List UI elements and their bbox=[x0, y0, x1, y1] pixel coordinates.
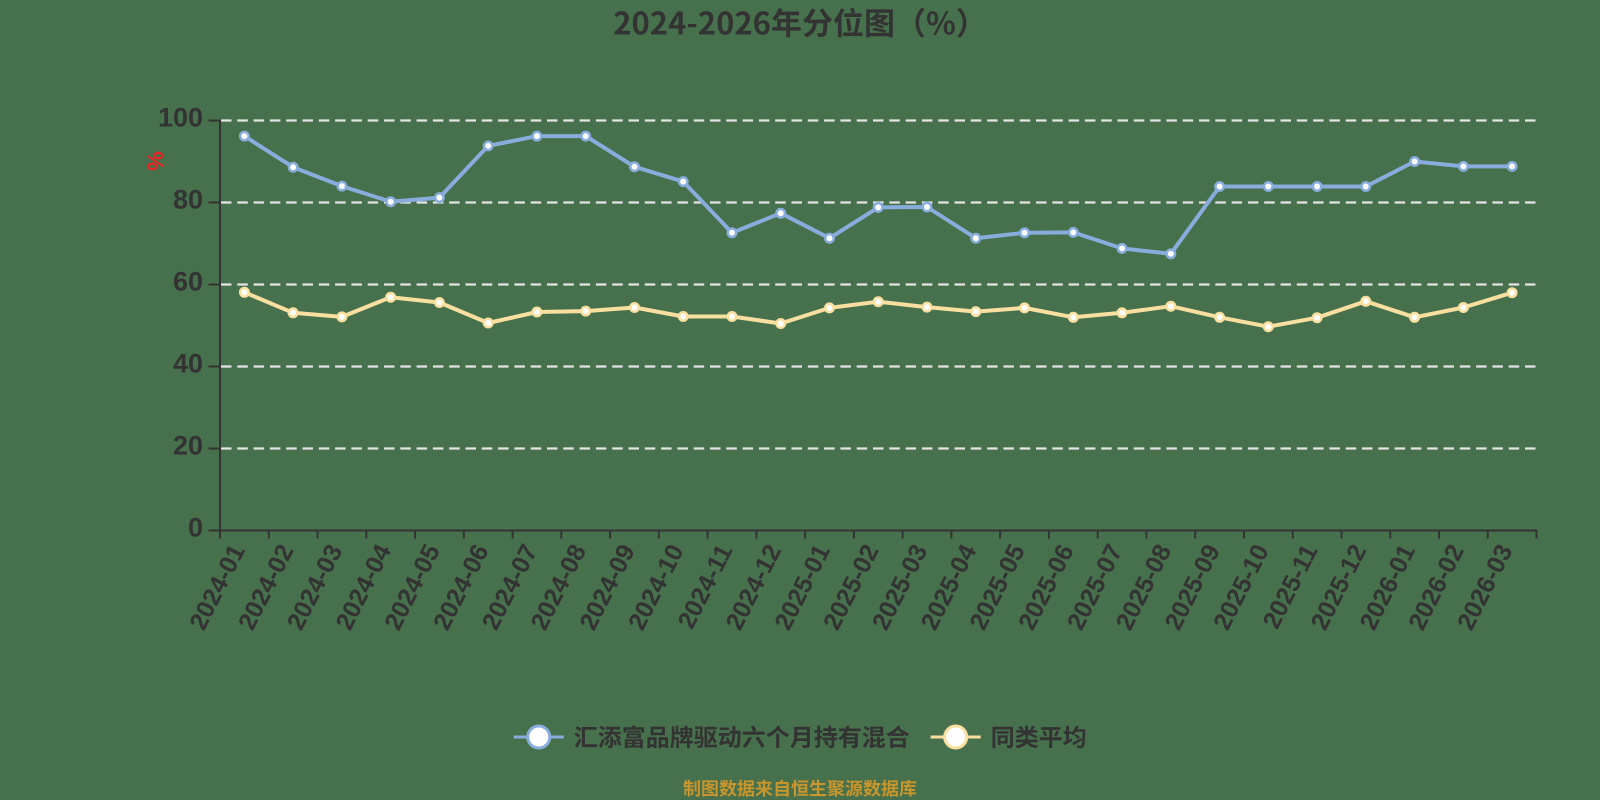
svg-text:60: 60 bbox=[173, 267, 203, 297]
svg-text:100: 100 bbox=[158, 103, 203, 133]
svg-text:40: 40 bbox=[173, 349, 203, 379]
svg-text:%: % bbox=[143, 151, 168, 171]
svg-text:20: 20 bbox=[173, 431, 203, 461]
svg-text:0: 0 bbox=[188, 513, 203, 543]
svg-text:80: 80 bbox=[173, 185, 203, 215]
